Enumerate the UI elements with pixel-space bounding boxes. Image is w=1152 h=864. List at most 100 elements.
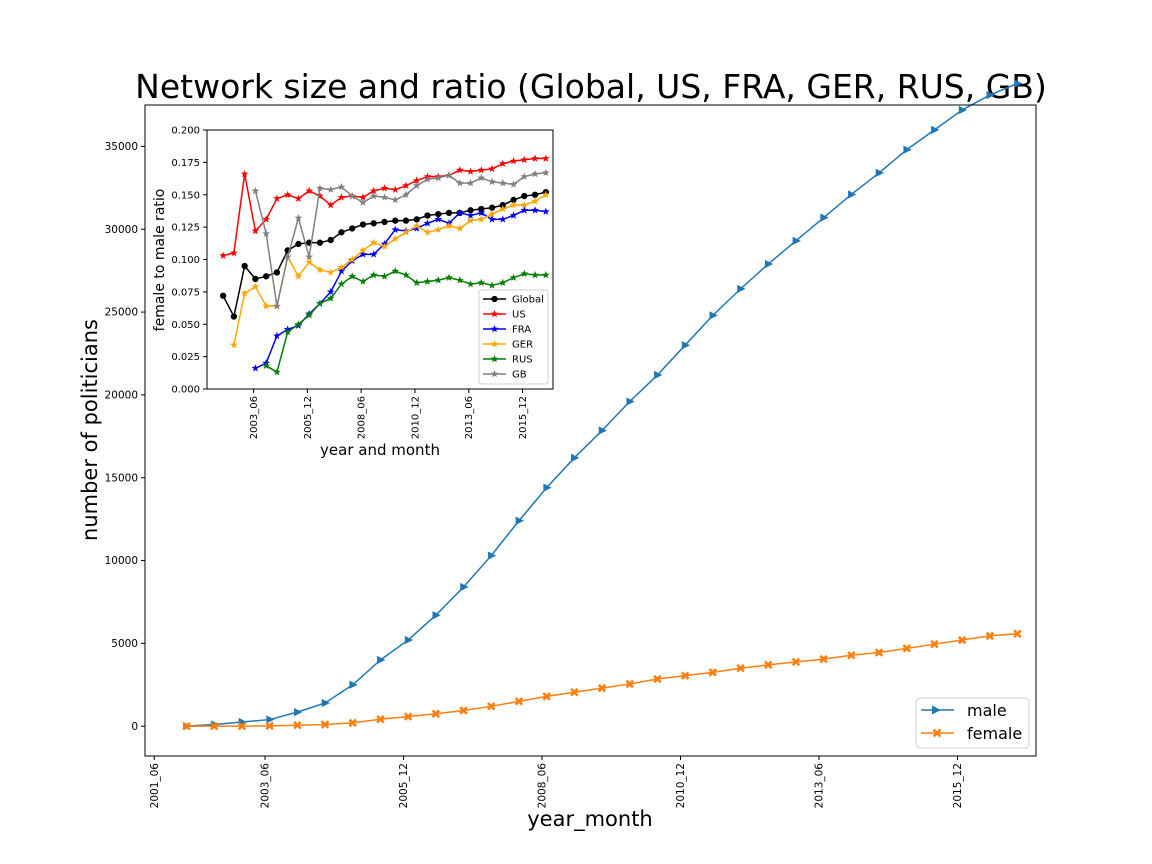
inset-point-ger bbox=[445, 221, 453, 230]
inset-point-rus bbox=[283, 327, 292, 336]
inset-point-ger bbox=[498, 204, 507, 213]
inset-point-global bbox=[521, 192, 528, 200]
inset-y-tick-label: 0.050 bbox=[171, 320, 200, 331]
inset-point-global bbox=[263, 273, 270, 280]
main-point-male bbox=[709, 311, 718, 320]
main-point-female bbox=[847, 651, 856, 660]
main-title: Network size and ratio (Global, US, FRA,… bbox=[135, 67, 1047, 106]
inset-point-fra bbox=[273, 331, 281, 340]
legend-male-marker bbox=[932, 705, 941, 715]
main-point-female bbox=[293, 720, 302, 730]
inset-y-tick-label: 0.175 bbox=[171, 158, 200, 169]
inset-point-gb bbox=[273, 302, 281, 310]
inset-x-tick-label: 2015_12 bbox=[518, 396, 529, 439]
inset-point-ger bbox=[423, 228, 432, 236]
main-x-tick-label: 2015_12 bbox=[952, 763, 964, 808]
inset-legend-marker-us bbox=[490, 309, 499, 318]
inset-point-gb bbox=[498, 179, 507, 187]
inset-y-tick-label: 0.125 bbox=[171, 223, 200, 234]
main-y-tick-label: 10000 bbox=[105, 555, 138, 567]
inset-y-tick-label: 0.025 bbox=[171, 352, 200, 363]
inset-point-global bbox=[531, 191, 539, 198]
inset-point-ger bbox=[455, 224, 464, 232]
inset-legend-label-global: Global bbox=[512, 295, 544, 306]
inset-point-global bbox=[488, 204, 496, 211]
main-point-female bbox=[403, 712, 413, 721]
inset-series-global bbox=[219, 189, 549, 320]
inset-point-fra bbox=[434, 215, 443, 223]
main-series-female bbox=[182, 629, 1022, 731]
main-x-tick-label: 2001_06 bbox=[149, 763, 161, 809]
main-point-female bbox=[348, 718, 357, 728]
inset-point-fra bbox=[531, 206, 539, 214]
main-point-male bbox=[654, 370, 663, 380]
inset-x-tick-label: 2013_06 bbox=[464, 396, 475, 439]
main-point-female bbox=[957, 635, 967, 645]
main-y-tick-label: 20000 bbox=[105, 390, 138, 402]
inset-point-ger bbox=[337, 263, 346, 271]
main-y-tick-label: 35000 bbox=[105, 141, 138, 153]
main-legend: male female bbox=[915, 697, 1030, 749]
legend-female-label: female bbox=[967, 724, 1022, 743]
inset-point-gb bbox=[391, 195, 400, 204]
main-point-female bbox=[736, 663, 745, 673]
inset-point-global bbox=[413, 216, 420, 223]
inset-x-tick-label: 2010_12 bbox=[410, 396, 421, 439]
main-axes-frame bbox=[144, 104, 1037, 757]
inset-y-tick-label: 0.150 bbox=[171, 190, 200, 201]
main-y-tick-label: 5000 bbox=[111, 638, 138, 650]
inset-point-gb bbox=[445, 171, 453, 179]
inset-point-rus bbox=[455, 276, 464, 284]
inset-point-rus bbox=[380, 272, 389, 280]
inset-point-ger bbox=[402, 228, 410, 236]
inset-point-fra bbox=[520, 206, 529, 214]
inset-point-us bbox=[283, 190, 292, 199]
inset-legend-label-us: US bbox=[512, 310, 526, 321]
inset-point-global bbox=[219, 292, 227, 299]
inset-point-rus bbox=[509, 273, 518, 281]
main-point-male bbox=[349, 680, 358, 689]
inset-point-ger bbox=[305, 258, 314, 266]
inset-y-axis-label: female to male ratio bbox=[152, 189, 168, 332]
main-x-axis-label: year_month bbox=[527, 807, 653, 832]
inset-point-global bbox=[349, 225, 356, 232]
main-point-male bbox=[487, 551, 497, 560]
inset-point-ger bbox=[466, 216, 475, 224]
inset-point-gb bbox=[412, 181, 421, 189]
legend-male-label: male bbox=[967, 701, 1007, 720]
inset-point-us bbox=[509, 157, 518, 165]
inset-point-us bbox=[402, 181, 410, 189]
inset-point-rus bbox=[477, 278, 486, 287]
inset-legend-label-rus: RUS bbox=[512, 355, 533, 366]
main-y-axis-label: number of politicians bbox=[78, 319, 102, 541]
inset-point-global bbox=[241, 262, 248, 270]
main-point-female bbox=[570, 688, 579, 697]
inset-point-global bbox=[370, 220, 377, 227]
inset-point-global bbox=[467, 207, 474, 214]
inset-point-fra bbox=[509, 211, 518, 219]
inset-point-us bbox=[251, 226, 260, 235]
inset-point-rus bbox=[316, 299, 324, 307]
main-point-female bbox=[237, 721, 247, 731]
main-point-male bbox=[321, 698, 330, 708]
inset-point-gb bbox=[466, 179, 475, 187]
main-point-female bbox=[625, 679, 634, 689]
main-point-female bbox=[542, 692, 551, 701]
main-point-female bbox=[182, 721, 191, 731]
inset-point-global bbox=[435, 211, 442, 218]
inset-point-us bbox=[262, 215, 271, 223]
inset-point-global bbox=[392, 217, 399, 224]
inset-point-ger bbox=[434, 225, 443, 233]
main-point-female bbox=[985, 631, 995, 641]
inset-point-rus bbox=[359, 277, 367, 285]
main-y-tick-label: 25000 bbox=[105, 307, 138, 319]
main-point-male bbox=[626, 397, 635, 406]
inset-point-us bbox=[219, 251, 227, 259]
inset-point-gb bbox=[305, 252, 314, 261]
inset-point-fra bbox=[251, 364, 260, 372]
main-point-female bbox=[265, 721, 274, 731]
inset-point-gb bbox=[455, 179, 464, 187]
main-point-female bbox=[459, 706, 468, 715]
inset-axes-frame bbox=[206, 129, 554, 390]
inset-point-global bbox=[295, 240, 302, 248]
